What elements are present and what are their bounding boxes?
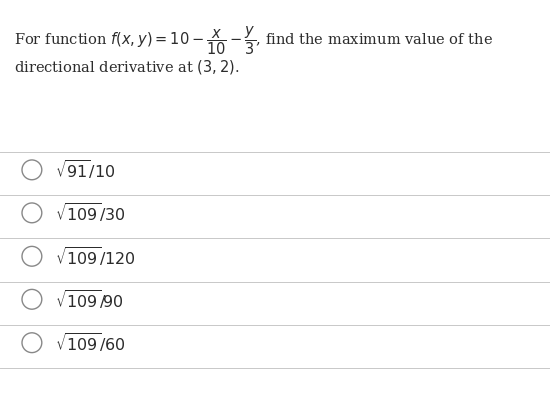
Text: $\sqrt{91}/10$: $\sqrt{91}/10$ (55, 159, 116, 182)
Text: $\sqrt{109}/90$: $\sqrt{109}/90$ (55, 288, 124, 311)
Text: For function $f(x, y) = 10 - \dfrac{x}{10} - \dfrac{y}{3}$, find the maximum val: For function $f(x, y) = 10 - \dfrac{x}{1… (14, 24, 493, 57)
Text: $\sqrt{109}/30$: $\sqrt{109}/30$ (55, 202, 125, 225)
Text: $\sqrt{109}/120$: $\sqrt{109}/120$ (55, 245, 136, 268)
Text: directional derivative at $(3, 2)$.: directional derivative at $(3, 2)$. (14, 58, 239, 76)
Text: $\sqrt{109}/60$: $\sqrt{109}/60$ (55, 331, 125, 354)
